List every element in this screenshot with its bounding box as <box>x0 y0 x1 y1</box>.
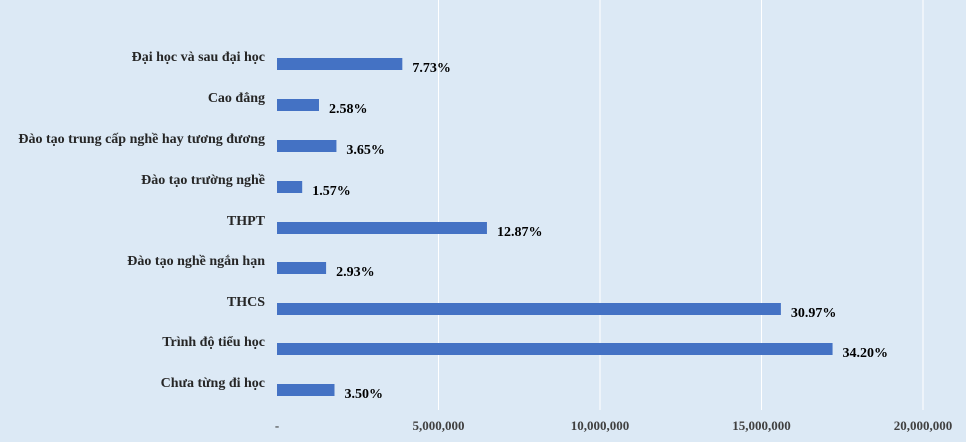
x-tick-label: 20,000,000 <box>894 418 953 433</box>
data-labels: 7.73% 2.58% 3.65% 1.57% 12.87% 2.93% 30.97% 34.… <box>312 61 888 402</box>
bar <box>277 99 319 111</box>
category-label: THPT <box>227 214 266 229</box>
bar <box>277 343 833 355</box>
bar <box>277 303 781 315</box>
x-tick-label: 15,000,000 <box>732 418 791 433</box>
x-tick-label: 10,000,000 <box>571 418 630 433</box>
category-label: Cao đẳng <box>208 91 265 106</box>
bar <box>277 262 327 274</box>
bar <box>277 140 337 152</box>
gridlines <box>438 0 924 410</box>
bar <box>277 181 303 193</box>
category-label: Đào tạo trung cấp nghề hay tương đương <box>18 132 265 147</box>
data-label: 2.93% <box>336 265 375 280</box>
data-label: 3.50% <box>344 387 383 402</box>
category-label: Đào tạo trường nghề <box>141 173 265 188</box>
category-labels: Đại học và sau đại học Cao đẳng Đào tạo tr… <box>18 50 265 391</box>
data-label: 3.65% <box>346 143 385 158</box>
data-label: 34.20% <box>843 346 889 361</box>
data-label: 12.87% <box>497 225 543 240</box>
category-label: THCS <box>227 295 265 310</box>
category-label: Chưa từng đi học <box>161 376 265 391</box>
bar <box>277 58 403 70</box>
data-label: 7.73% <box>412 61 451 76</box>
data-label: 30.97% <box>791 306 837 321</box>
category-label: Đào tạo nghề ngắn hạn <box>127 254 265 269</box>
data-label: 2.58% <box>329 102 368 117</box>
category-label: Trình độ tiểu học <box>162 335 265 350</box>
category-label: Đại học và sau đại học <box>132 50 265 65</box>
bar <box>277 384 335 396</box>
data-label: 1.57% <box>312 184 351 199</box>
bar <box>277 222 487 234</box>
bars <box>277 58 833 396</box>
x-tick-label: 5,000,000 <box>413 418 465 433</box>
x-axis-tick-labels: - 5,000,000 10,000,000 15,000,000 20,000,000 <box>275 418 952 433</box>
x-tick-label: - <box>275 418 279 433</box>
